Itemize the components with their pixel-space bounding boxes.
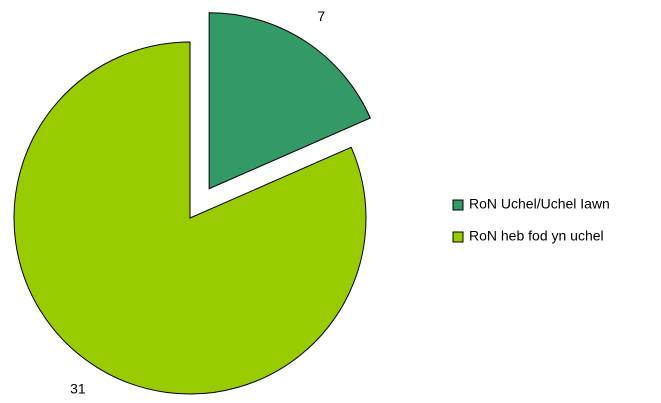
legend-swatch: [452, 231, 464, 243]
legend-swatch: [452, 199, 464, 211]
data-label: 7: [317, 8, 325, 24]
pie-slice: [208, 12, 371, 190]
data-label: 31: [70, 380, 86, 396]
legend-label: RoN heb fod yn uchel: [469, 228, 604, 244]
pie-slice: [13, 41, 367, 395]
legend-label: RoN Uchel/Uchel Iawn: [469, 196, 610, 212]
